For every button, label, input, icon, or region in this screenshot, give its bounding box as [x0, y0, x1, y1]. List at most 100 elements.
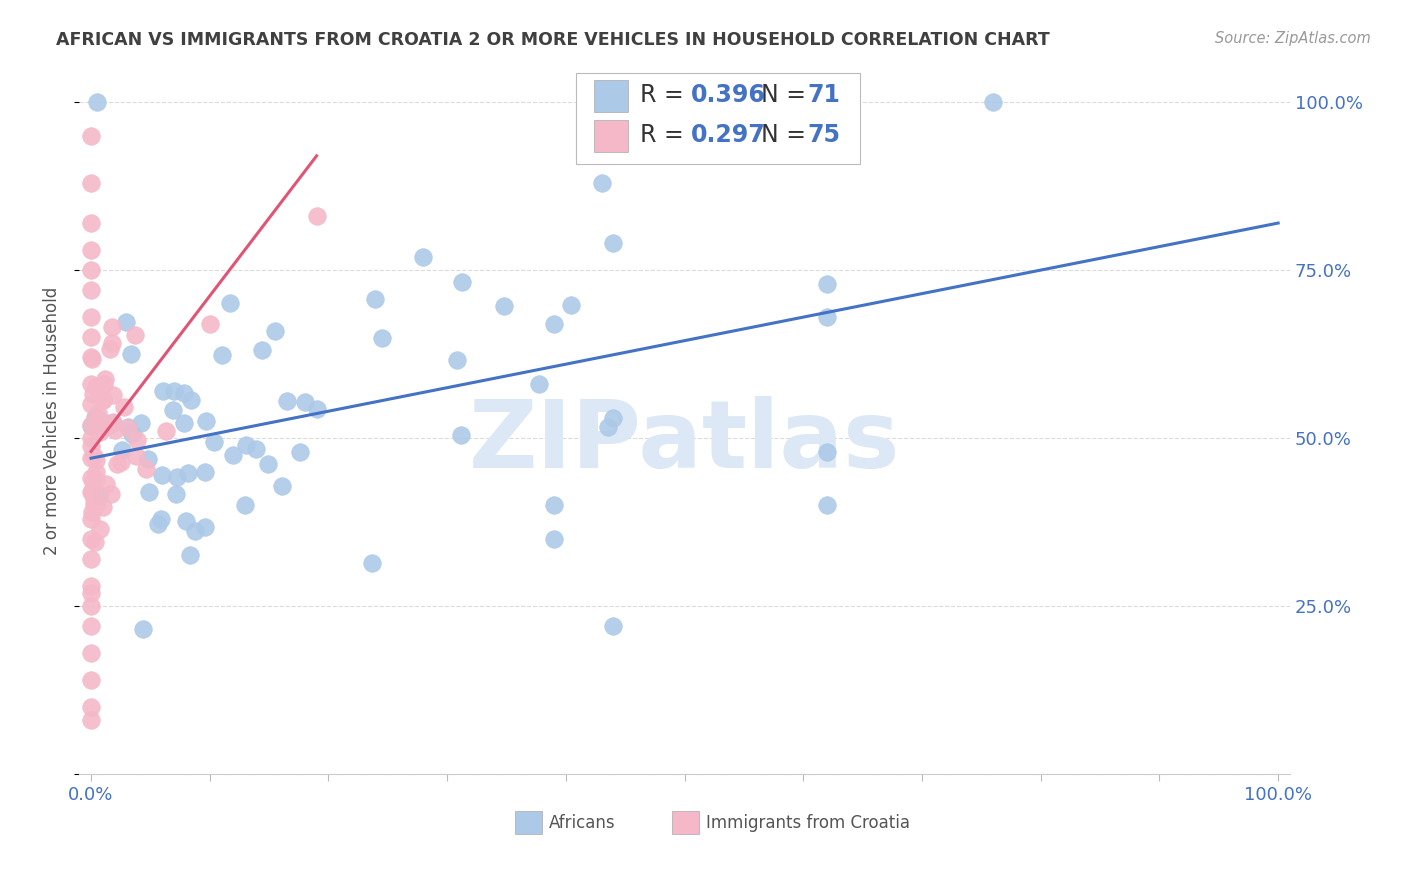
Text: 0.297: 0.297	[690, 123, 765, 147]
Text: 71: 71	[807, 83, 839, 107]
Point	[202, 434, 225, 449]
Point	[162, 402, 184, 417]
Point	[148, 517, 170, 532]
Point	[981, 95, 1004, 109]
Point	[80, 552, 103, 566]
Point	[560, 298, 582, 312]
Point	[80, 243, 103, 257]
Point	[80, 439, 103, 453]
Point	[80, 471, 103, 485]
Text: R =: R =	[640, 83, 690, 107]
Point	[84, 410, 107, 425]
Point	[112, 400, 135, 414]
Point	[451, 275, 474, 289]
Point	[84, 453, 107, 467]
Point	[103, 415, 125, 429]
Point	[91, 421, 114, 435]
Point	[80, 699, 103, 714]
Point	[198, 317, 221, 331]
Point	[80, 451, 103, 466]
Point	[412, 250, 434, 264]
Point	[446, 353, 468, 368]
FancyBboxPatch shape	[515, 812, 541, 834]
Point	[602, 236, 624, 251]
Point	[80, 511, 103, 525]
Point	[591, 176, 613, 190]
Point	[103, 387, 125, 401]
Point	[371, 331, 394, 345]
Point	[84, 472, 107, 486]
Point	[82, 386, 104, 401]
Point	[305, 210, 328, 224]
Point	[80, 128, 103, 143]
Point	[82, 475, 104, 489]
Point	[163, 384, 186, 398]
Point	[80, 579, 103, 593]
Point	[80, 418, 103, 433]
Point	[264, 324, 287, 338]
Point	[138, 484, 160, 499]
Point	[100, 320, 122, 334]
Point	[82, 483, 104, 498]
Point	[80, 216, 103, 230]
FancyBboxPatch shape	[672, 812, 699, 834]
Point	[276, 393, 298, 408]
Point	[80, 417, 103, 432]
Point	[80, 599, 103, 613]
Point	[132, 622, 155, 636]
Point	[257, 458, 280, 472]
Point	[97, 418, 120, 433]
Point	[129, 416, 152, 430]
Point	[110, 455, 132, 469]
Point	[117, 421, 139, 435]
Point	[150, 511, 173, 525]
Point	[294, 395, 316, 409]
Point	[194, 520, 217, 534]
Point	[83, 534, 105, 549]
Text: R =: R =	[640, 123, 690, 147]
Point	[80, 673, 103, 687]
Point	[93, 392, 115, 407]
Point	[235, 438, 257, 452]
Point	[93, 377, 115, 392]
Text: N =: N =	[747, 123, 814, 147]
Point	[98, 342, 121, 356]
Point	[127, 434, 149, 448]
Text: Africans: Africans	[548, 814, 616, 831]
Point	[91, 392, 114, 407]
Point	[543, 532, 565, 546]
Point	[84, 380, 107, 394]
Point	[94, 418, 117, 433]
Point	[136, 452, 159, 467]
Point	[80, 619, 103, 633]
Text: ZIPatlas: ZIPatlas	[470, 396, 900, 489]
Text: 75: 75	[807, 123, 839, 147]
Point	[80, 176, 103, 190]
Text: Immigrants from Croatia: Immigrants from Croatia	[706, 814, 911, 831]
Point	[543, 498, 565, 512]
Point	[135, 462, 157, 476]
Point	[100, 487, 122, 501]
Point	[111, 442, 134, 457]
Point	[80, 330, 103, 344]
Point	[165, 486, 187, 500]
Point	[815, 277, 838, 291]
Point	[179, 548, 201, 562]
Point	[194, 414, 217, 428]
Point	[602, 411, 624, 425]
Point	[173, 386, 195, 401]
Point	[80, 713, 103, 727]
Point	[94, 477, 117, 491]
Point	[211, 348, 233, 362]
Point	[155, 425, 177, 439]
Point	[117, 420, 139, 434]
Point	[84, 409, 107, 424]
Point	[91, 500, 114, 514]
FancyBboxPatch shape	[593, 120, 627, 152]
Point	[89, 487, 111, 501]
Point	[80, 283, 103, 297]
Point	[177, 466, 200, 480]
Point	[82, 351, 104, 366]
Point	[80, 351, 103, 365]
Point	[104, 423, 127, 437]
